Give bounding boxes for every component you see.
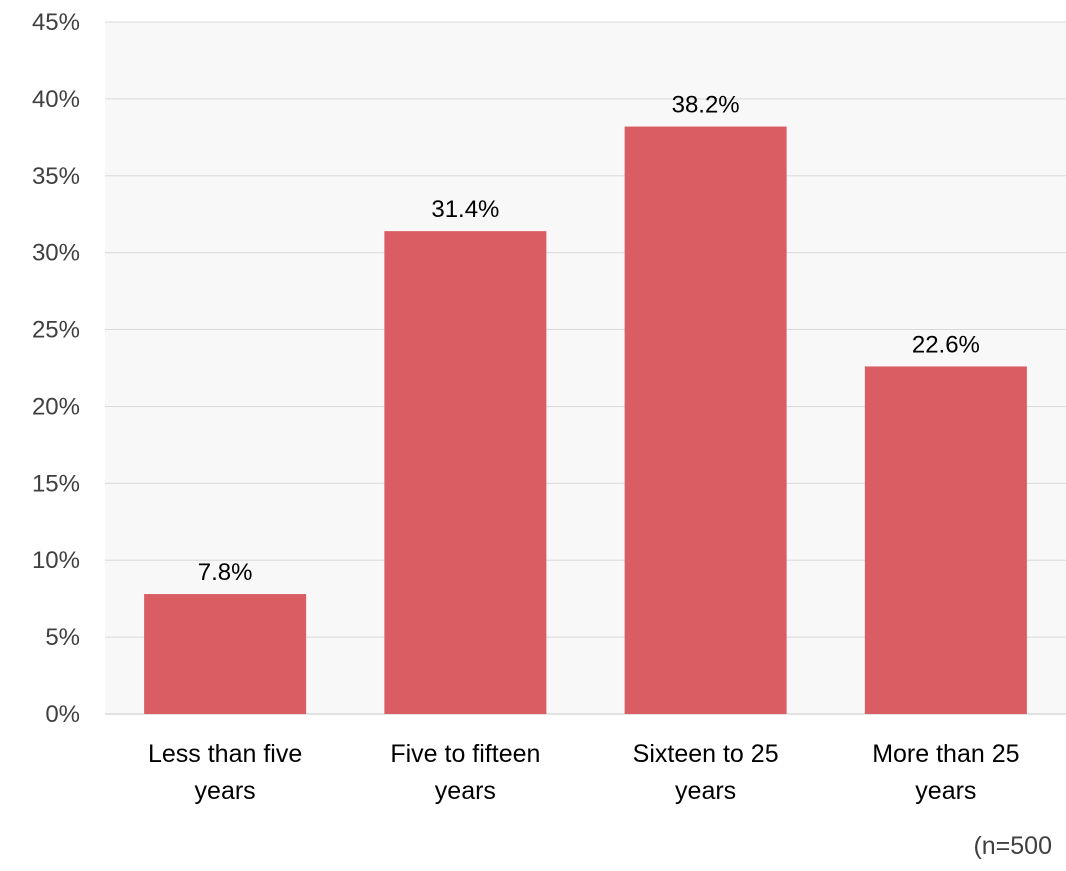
y-tick-label: 5% bbox=[45, 624, 80, 651]
data-label: 31.4% bbox=[431, 196, 499, 223]
y-tick-label: 35% bbox=[32, 163, 80, 190]
x-category-label: Less than five years bbox=[148, 740, 302, 805]
data-label: 7.8% bbox=[198, 559, 253, 586]
y-tick-label: 45% bbox=[32, 9, 80, 36]
bar bbox=[864, 366, 1027, 714]
x-category-label: Five to fifteen years bbox=[390, 740, 540, 805]
bar bbox=[384, 231, 547, 715]
data-labels: 7.8% 31.4% 38.2% 22.6% bbox=[198, 92, 980, 586]
y-axis-ticks: 0% 5% 10% 15% 20% 25% 30% 35% 40% 45% bbox=[32, 9, 80, 728]
data-label: 22.6% bbox=[912, 331, 980, 358]
x-category-label: Sixteen to 25 years bbox=[633, 740, 779, 805]
bars bbox=[144, 126, 1027, 715]
x-category-label: More than 25 years bbox=[872, 740, 1019, 805]
y-tick-label: 40% bbox=[32, 86, 80, 113]
y-tick-label: 15% bbox=[32, 470, 80, 497]
y-tick-label: 0% bbox=[45, 701, 80, 728]
y-tick-label: 20% bbox=[32, 393, 80, 420]
bar-chart: 0% 5% 10% 15% 20% 25% 30% 35% 40% 45% 7.8% 31.4% 38… bbox=[32, 9, 1066, 805]
x-axis-categories: Less than five years Five to fifteen years S… bbox=[148, 740, 1020, 805]
data-label: 38.2% bbox=[672, 92, 740, 119]
bar bbox=[144, 594, 307, 714]
y-tick-label: 10% bbox=[32, 547, 80, 574]
sample-size-note: (n=500 bbox=[973, 832, 1052, 860]
y-tick-label: 30% bbox=[32, 240, 80, 267]
y-tick-label: 25% bbox=[32, 317, 80, 344]
bar bbox=[624, 126, 787, 714]
